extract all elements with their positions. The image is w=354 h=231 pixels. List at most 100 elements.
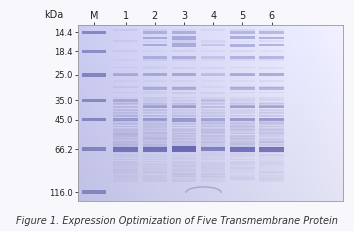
Bar [201, 121, 225, 123]
Bar [259, 147, 284, 149]
Bar [113, 106, 138, 109]
Bar [113, 141, 138, 143]
Bar [259, 175, 284, 177]
Bar [143, 37, 167, 40]
Bar [230, 171, 255, 173]
Bar [113, 131, 138, 133]
Bar [172, 137, 196, 139]
Bar [259, 159, 284, 161]
Bar [172, 100, 196, 102]
Bar [259, 171, 284, 173]
Bar [172, 174, 196, 177]
Bar [143, 145, 167, 147]
Bar [82, 73, 106, 77]
Bar [230, 176, 255, 179]
Bar [259, 74, 284, 76]
Bar [172, 131, 196, 133]
Bar [113, 165, 138, 167]
Bar [201, 111, 225, 113]
Bar [143, 167, 167, 169]
Bar [113, 60, 138, 62]
Bar [143, 175, 167, 176]
Bar [230, 106, 255, 109]
Bar [113, 161, 138, 163]
Bar [143, 130, 167, 131]
Bar [143, 112, 167, 115]
Bar [143, 141, 167, 144]
Bar [259, 161, 284, 163]
Bar [259, 136, 284, 137]
Bar [201, 67, 225, 69]
Bar [201, 144, 225, 146]
Bar [143, 147, 167, 149]
Bar [201, 163, 225, 165]
Bar [230, 32, 255, 34]
Bar [113, 81, 138, 83]
Bar [113, 141, 138, 143]
Bar [259, 143, 284, 145]
Bar [172, 124, 196, 125]
Bar [230, 165, 255, 167]
Text: 25.0: 25.0 [54, 71, 73, 80]
Bar [172, 135, 196, 137]
Bar [230, 143, 255, 146]
Bar [172, 110, 196, 111]
Text: 35.0: 35.0 [54, 96, 73, 105]
Bar [113, 74, 138, 76]
Bar [113, 115, 138, 118]
Bar [143, 103, 167, 105]
Bar [143, 135, 167, 138]
Bar [259, 60, 284, 61]
Bar [172, 133, 196, 135]
Bar [201, 57, 225, 60]
Bar [172, 139, 196, 141]
Bar [230, 180, 255, 182]
Bar [113, 30, 138, 32]
Bar [143, 57, 167, 60]
Bar [201, 159, 225, 161]
Bar [230, 41, 255, 43]
Bar [259, 137, 284, 139]
Bar [230, 112, 255, 115]
Bar [113, 157, 138, 158]
Bar [172, 103, 196, 105]
Bar [201, 147, 225, 152]
Bar [172, 88, 196, 91]
Text: 116.0: 116.0 [49, 188, 73, 197]
Bar [259, 102, 284, 104]
Bar [113, 121, 138, 123]
Bar [259, 123, 284, 126]
Bar [113, 92, 138, 94]
Bar [230, 87, 255, 89]
Bar [172, 146, 196, 152]
Bar [143, 147, 167, 152]
Bar [259, 32, 284, 34]
Bar [259, 129, 284, 130]
Bar [259, 51, 284, 53]
Bar [230, 30, 255, 32]
Bar [201, 123, 225, 125]
Bar [113, 100, 138, 102]
Bar [172, 147, 196, 149]
Bar [113, 159, 138, 161]
Bar [201, 100, 225, 102]
Bar [172, 74, 196, 77]
Bar [230, 133, 255, 135]
Bar [259, 147, 284, 152]
Bar [172, 57, 196, 60]
Bar [143, 123, 167, 126]
Bar [143, 133, 167, 135]
Bar [201, 126, 225, 128]
Bar [230, 81, 255, 83]
Bar [201, 106, 225, 109]
Bar [113, 41, 138, 43]
Bar [143, 154, 167, 156]
Bar [113, 144, 138, 146]
Bar [259, 93, 284, 94]
Bar [201, 152, 225, 154]
Bar [201, 110, 225, 111]
Bar [259, 133, 284, 135]
Bar [113, 143, 138, 146]
Bar [259, 106, 284, 109]
Bar [259, 147, 284, 149]
